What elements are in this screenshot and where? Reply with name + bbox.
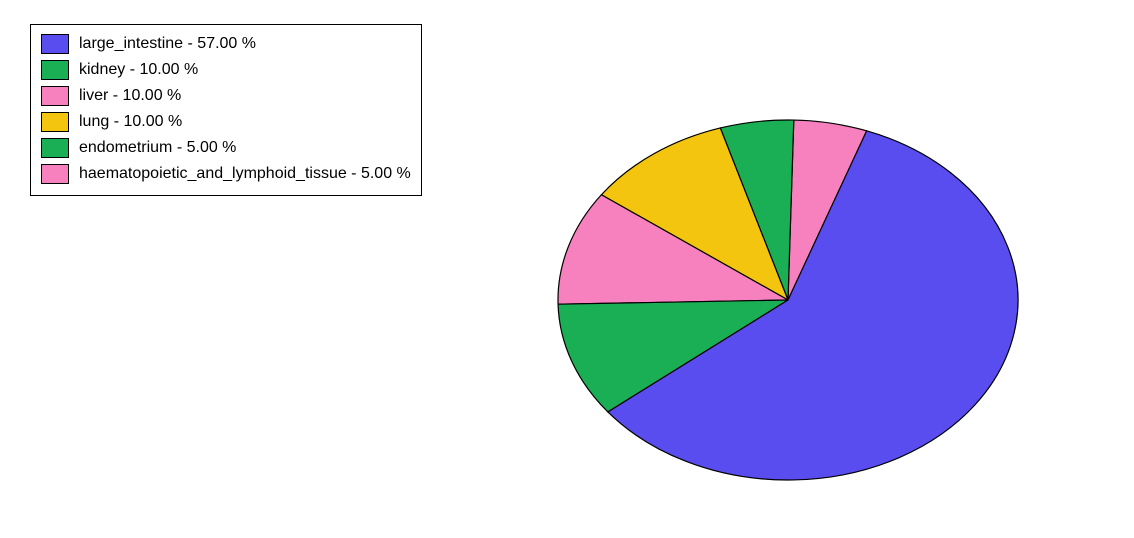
pie-chart: [0, 0, 1134, 538]
pie-slices: [558, 120, 1018, 480]
chart-stage: large_intestine - 57.00 % kidney - 10.00…: [0, 0, 1134, 538]
